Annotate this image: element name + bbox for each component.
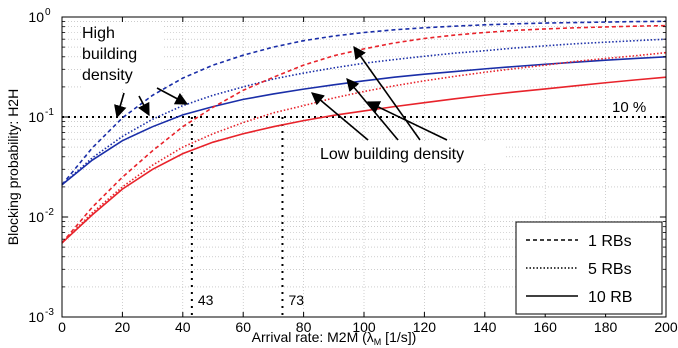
- annotation-high-line-3: density: [82, 67, 133, 84]
- x-tick-label: 60: [235, 319, 251, 335]
- legend-label-2: 5 RBs: [588, 261, 632, 278]
- x-tick-label: 200: [654, 319, 678, 335]
- y-tick-label: 10 -2: [28, 207, 54, 225]
- arrow-low-1: [311, 92, 369, 141]
- low-building-density-annotation: Low building density: [311, 45, 504, 164]
- series-line-high-10rb: [61, 55, 667, 186]
- arrow-high-1: [114, 92, 127, 119]
- annotation-high-line-1: High: [82, 25, 115, 42]
- y-tick-label: 10 -1: [28, 107, 54, 125]
- annotation-background: [82, 22, 164, 88]
- annotations: High building density Low building density: [82, 22, 504, 164]
- y-tick-base: 10: [28, 9, 44, 25]
- x-tick-label: 120: [413, 319, 437, 335]
- y-tick-exponent: -1: [45, 107, 54, 118]
- marker-label-43: 43: [198, 292, 214, 308]
- x-tick-label: 180: [594, 319, 618, 335]
- y-tick-exponent: -2: [45, 207, 54, 218]
- y-tick-base: 10: [28, 109, 44, 125]
- series-line-high-1rb: [61, 20, 667, 186]
- y-tick-label: 10 0: [28, 7, 51, 25]
- x-tick-label: 100: [352, 319, 376, 335]
- threshold-line: 10 % 43 73: [62, 99, 666, 317]
- x-axis-label: Arrival rate: M2M (λM [1/s]): [252, 329, 417, 347]
- y-tick-base: 10: [28, 209, 44, 225]
- y-tick-label: 10 -3: [28, 307, 54, 325]
- arrow-low-2: [346, 78, 399, 141]
- legend-box: [515, 221, 663, 315]
- legend: 1 RBs 5 RBs 10 RB: [515, 221, 663, 315]
- threshold-label: 10 %: [612, 99, 646, 116]
- arrow-low-4: [366, 101, 448, 141]
- legend-label-1: 1 RBs: [588, 233, 632, 250]
- x-tick-label: 80: [296, 319, 312, 335]
- x-tick-label: 160: [534, 319, 558, 335]
- arrow-high-2: [137, 95, 150, 117]
- marker-label-73: 73: [288, 292, 304, 308]
- series-line-low-10rb: [61, 76, 667, 244]
- arrow-high-3: [156, 87, 189, 105]
- y-axis-label: Blocking probability: H2H: [5, 89, 21, 245]
- annotation-low-text: Low building density: [320, 146, 464, 163]
- arrow-low-3: [353, 45, 421, 141]
- y-tick-base: 10: [28, 309, 44, 325]
- x-tick-label: 20: [115, 319, 131, 335]
- legend-label-3: 10 RB: [588, 289, 632, 306]
- y-tick-exponent: 0: [45, 7, 51, 18]
- series-line-high-5rb: [61, 38, 667, 186]
- x-tick-label: 0: [58, 319, 66, 335]
- series-lines: [61, 20, 667, 244]
- y-tick-exponent: -3: [45, 307, 54, 318]
- annotation-background: [318, 142, 504, 164]
- high-building-density-annotation: High building density: [82, 22, 189, 119]
- x-tick-label: 40: [175, 319, 191, 335]
- x-tick-label: 140: [473, 319, 497, 335]
- annotation-high-line-2: building: [82, 46, 137, 63]
